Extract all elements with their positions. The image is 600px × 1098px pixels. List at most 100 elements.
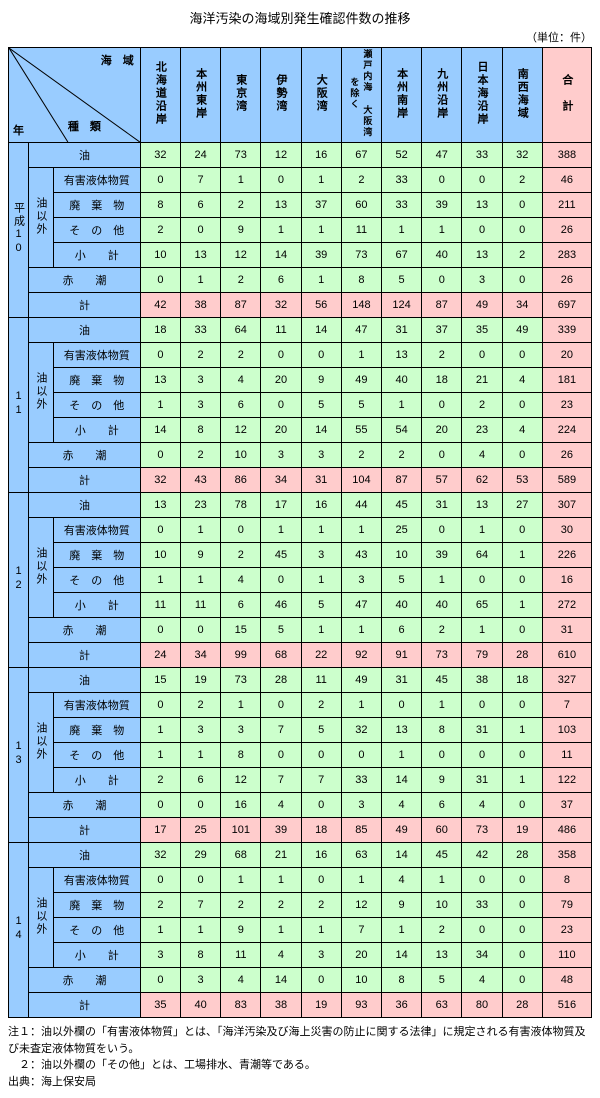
unit: （単位：件） (8, 29, 592, 45)
data-cell: 4 (382, 868, 422, 893)
row-label: 有害液体物質 (53, 168, 140, 193)
data-cell: 42 (140, 293, 180, 318)
data-cell: 12 (341, 893, 381, 918)
data-cell: 8 (341, 268, 381, 293)
data-cell: 0 (502, 443, 542, 468)
data-cell: 0 (140, 793, 180, 818)
data-cell: 19 (502, 818, 542, 843)
data-cell: 22 (301, 643, 341, 668)
data-cell: 34 (502, 293, 542, 318)
data-cell: 78 (221, 493, 261, 518)
col-h: 南西海域 (502, 48, 542, 143)
data-cell: 5 (301, 593, 341, 618)
data-cell: 18 (301, 818, 341, 843)
data-cell: 10 (341, 968, 381, 993)
data-cell: 2 (341, 168, 381, 193)
data-cell: 8 (180, 418, 220, 443)
data-cell: 0 (502, 918, 542, 943)
data-cell: 73 (221, 668, 261, 693)
data-cell: 7 (180, 168, 220, 193)
data-cell: 28 (261, 668, 301, 693)
data-cell: 12 (221, 418, 261, 443)
data-cell: 26 (542, 218, 591, 243)
data-cell: 11 (180, 593, 220, 618)
data-cell: 7 (301, 768, 341, 793)
data-cell: 8 (180, 943, 220, 968)
data-cell: 11 (341, 218, 381, 243)
data-cell: 13 (140, 368, 180, 393)
data-cell: 1 (422, 568, 462, 593)
data-cell: 0 (261, 393, 301, 418)
data-cell: 79 (542, 893, 591, 918)
data-cell: 43 (180, 468, 220, 493)
data-cell: 0 (261, 743, 301, 768)
data-cell: 6 (422, 793, 462, 818)
row-label: 計 (29, 293, 141, 318)
title: 海洋汚染の海域別発生確認件数の推移 (8, 8, 592, 27)
data-cell: 11 (140, 593, 180, 618)
data-cell: 0 (140, 443, 180, 468)
data-cell: 1 (140, 918, 180, 943)
data-cell: 1 (301, 268, 341, 293)
data-cell: 67 (341, 143, 381, 168)
data-cell: 1 (502, 768, 542, 793)
data-cell: 0 (341, 743, 381, 768)
data-cell: 2 (221, 343, 261, 368)
data-cell: 28 (502, 843, 542, 868)
row-label: 油 (29, 668, 141, 693)
data-cell: 0 (140, 868, 180, 893)
data-cell: 63 (341, 843, 381, 868)
data-cell: 8 (221, 743, 261, 768)
data-cell: 4 (221, 368, 261, 393)
data-cell: 29 (180, 843, 220, 868)
data-cell: 4 (261, 793, 301, 818)
data-cell: 43 (341, 543, 381, 568)
data-cell: 25 (382, 518, 422, 543)
data-cell: 57 (422, 468, 462, 493)
data-cell: 47 (341, 593, 381, 618)
data-cell: 0 (140, 168, 180, 193)
data-cell: 0 (502, 218, 542, 243)
data-cell: 1 (180, 568, 220, 593)
row-label: 計 (29, 993, 141, 1018)
data-cell: 272 (542, 593, 591, 618)
data-cell: 26 (542, 443, 591, 468)
data-cell: 1 (261, 518, 301, 543)
data-cell: 1 (382, 918, 422, 943)
data-cell: 34 (462, 943, 502, 968)
data-cell: 1 (502, 718, 542, 743)
row-label: 油 (29, 843, 141, 868)
data-cell: 16 (301, 843, 341, 868)
data-cell: 0 (502, 793, 542, 818)
data-cell: 3 (180, 718, 220, 743)
data-cell: 0 (462, 568, 502, 593)
data-cell: 49 (382, 818, 422, 843)
data-cell: 1 (341, 868, 381, 893)
data-cell: 327 (542, 668, 591, 693)
data-cell: 104 (341, 468, 381, 493)
data-cell: 0 (422, 743, 462, 768)
data-cell: 62 (462, 468, 502, 493)
data-cell: 13 (382, 343, 422, 368)
data-cell: 20 (422, 418, 462, 443)
row-label: 有害液体物質 (53, 518, 140, 543)
row-label: 小 計 (53, 243, 140, 268)
data-cell: 1 (422, 693, 462, 718)
data-cell: 20 (261, 418, 301, 443)
data-cell: 6 (221, 593, 261, 618)
data-cell: 14 (261, 968, 301, 993)
data-cell: 0 (502, 943, 542, 968)
data-cell: 15 (221, 618, 261, 643)
data-cell: 60 (341, 193, 381, 218)
data-cell: 2 (180, 693, 220, 718)
data-cell: 0 (462, 918, 502, 943)
data-cell: 10 (422, 893, 462, 918)
data-cell: 1 (382, 743, 422, 768)
data-cell: 0 (502, 743, 542, 768)
data-cell: 0 (180, 793, 220, 818)
row-label: 計 (29, 468, 141, 493)
data-cell: 0 (301, 968, 341, 993)
data-cell: 1 (341, 343, 381, 368)
data-cell: 38 (462, 668, 502, 693)
data-cell: 1 (382, 393, 422, 418)
